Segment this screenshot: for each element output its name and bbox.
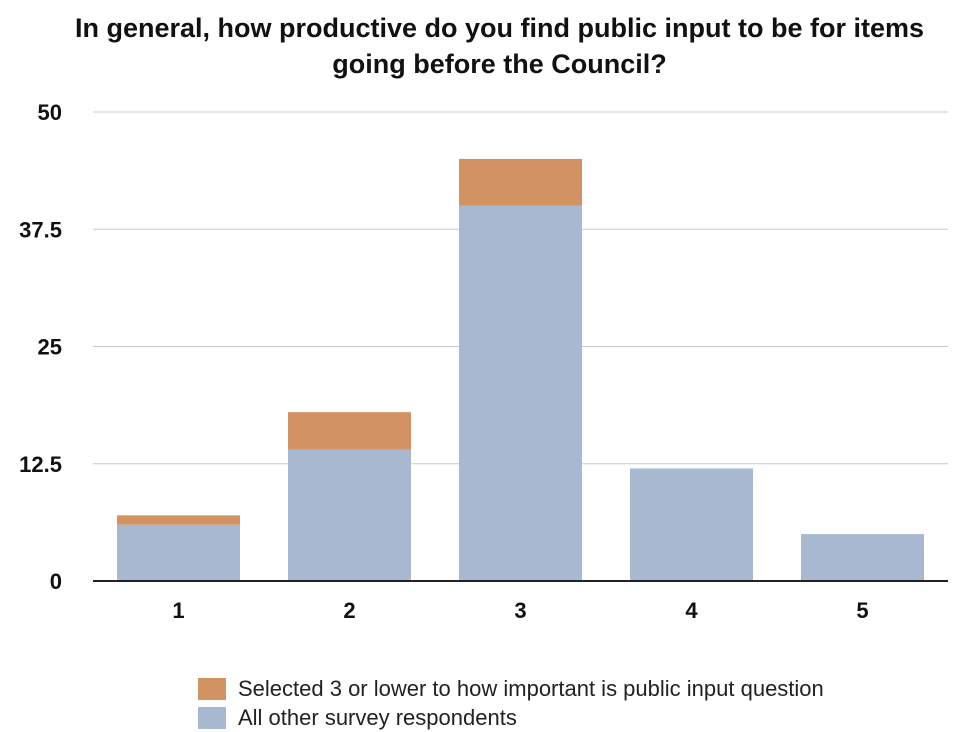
legend-item: All other survey respondents	[198, 703, 824, 732]
bar-segment-series-1-cat-3	[459, 158, 582, 206]
legend-item: Selected 3 or lower to how important is …	[198, 674, 824, 703]
chart-title: In general, how productive do you find p…	[74, 13, 924, 79]
bar-segment-series-0-cat-5	[801, 534, 924, 581]
y-tick-label: 0	[50, 569, 62, 594]
legend-label: All other survey respondents	[238, 704, 517, 730]
legend-swatch	[198, 706, 226, 729]
bar-segment-series-1-cat-1	[117, 515, 240, 525]
bar-segment-series-0-cat-1	[117, 524, 240, 581]
y-tick-label: 50	[38, 100, 62, 125]
bar-segment-series-0-cat-2	[288, 449, 411, 581]
bars	[117, 158, 924, 582]
bar-segment-series-1-cat-2	[288, 412, 411, 450]
bar-segment-series-0-cat-4	[630, 468, 753, 581]
y-tick-label: 37.5	[19, 217, 62, 242]
y-tick-label: 25	[38, 335, 62, 360]
legend-swatch	[198, 677, 226, 700]
y-tick-label: 12.5	[19, 452, 62, 477]
x-tick-label: 2	[343, 598, 355, 623]
x-tick-label: 5	[856, 598, 868, 623]
bar-segment-series-0-cat-3	[459, 205, 582, 582]
axes: 0 12.5 25 37.5 50 1 2 3 4 5	[19, 100, 948, 623]
x-tick-label: 3	[514, 598, 526, 623]
x-tick-label: 4	[685, 598, 698, 623]
legend-label: Selected 3 or lower to how important is …	[238, 675, 824, 701]
legend: Selected 3 or lower to how important is …	[198, 674, 824, 732]
x-tick-label: 1	[172, 598, 184, 623]
